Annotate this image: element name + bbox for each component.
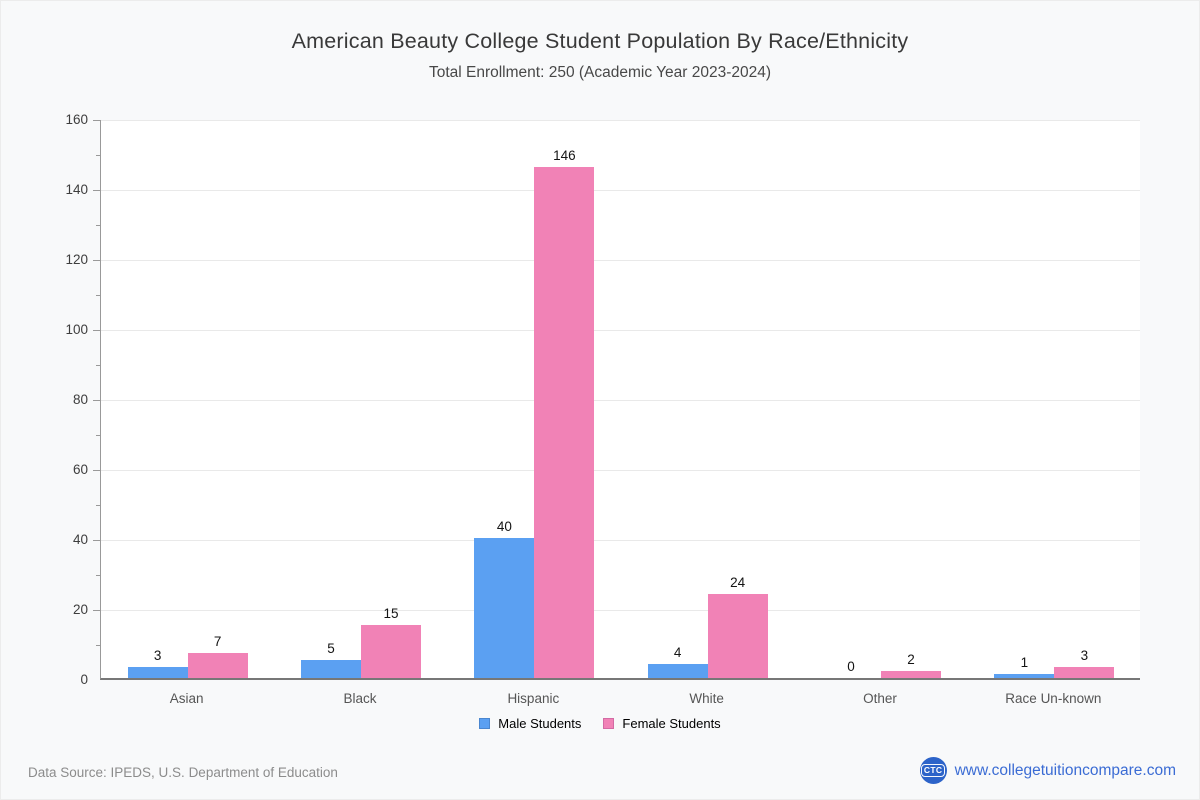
y-axis-label: 0: [80, 672, 88, 687]
gridline: [101, 540, 1140, 541]
x-axis-label-white: White: [689, 691, 724, 706]
legend-item-male-students: Male Students: [479, 716, 581, 731]
website-link[interactable]: CTC www.collegetuitioncompare.com: [919, 757, 1176, 784]
value-label-male-students-white: 4: [673, 645, 682, 660]
y-axis-major-tick: [93, 120, 100, 121]
y-axis-minor-tick: [96, 295, 100, 296]
bar-female-students-other: [881, 671, 941, 678]
value-label-male-students-hispanic: 40: [496, 519, 512, 534]
y-axis-minor-tick: [96, 435, 100, 436]
x-axis-label-race-un-known: Race Un-known: [1005, 691, 1102, 706]
x-axis-label-hispanic: Hispanic: [507, 691, 560, 706]
value-label-female-students-hispanic: 146: [553, 148, 576, 163]
legend-label-female-students: Female Students: [622, 716, 721, 731]
plot-area: 3 7 5 15 40 146 4 24 0 2 1 3: [100, 120, 1140, 680]
bar-male-students-race-un-known: [994, 674, 1055, 678]
ctc-logo-text: CTC: [920, 763, 946, 778]
y-axis-major-tick: [93, 400, 100, 401]
bar-male-students-black: [301, 660, 361, 678]
value-label-male-students-other: 0: [847, 659, 855, 674]
ctc-logo-icon: CTC: [919, 757, 947, 784]
y-axis-label: 20: [72, 602, 88, 617]
gridline: [101, 120, 1140, 121]
value-label-female-students-black: 15: [383, 606, 399, 621]
x-axis-label-black: Black: [343, 691, 377, 706]
y-axis-label: 40: [72, 532, 88, 547]
gridline: [101, 190, 1140, 191]
data-source-note: Data Source: IPEDS, U.S. Department of E…: [28, 765, 338, 780]
y-axis-major-tick: [93, 260, 100, 261]
y-axis-major-tick: [93, 190, 100, 191]
gridline: [101, 260, 1140, 261]
bar-female-students-white: [707, 594, 768, 678]
male-students-swatch-icon: [479, 718, 491, 729]
y-axis-major-tick: [93, 330, 100, 331]
y-axis-label: 60: [72, 462, 88, 477]
y-axis-minor-tick: [96, 225, 100, 226]
gridline: [101, 610, 1140, 611]
bar-male-students-hispanic: [474, 538, 535, 678]
legend-item-female-students: Female Students: [603, 716, 721, 731]
chart-subtitle: Total Enrollment: 250 (Academic Year 202…: [428, 64, 772, 81]
y-axis-label: 160: [65, 112, 88, 127]
value-label-female-students-race-un-known: 3: [1080, 648, 1089, 663]
bar-female-students-black: [361, 625, 421, 678]
y-axis-minor-tick: [96, 575, 100, 576]
value-label-female-students-white: 24: [730, 575, 746, 590]
y-axis-minor-tick: [96, 365, 100, 366]
gridline: [101, 330, 1140, 331]
y-axis-label: 80: [72, 392, 88, 407]
value-label-male-students-black: 5: [327, 641, 335, 656]
bar-female-students-race-un-known: [1054, 667, 1115, 678]
x-axis-label-other: Other: [863, 691, 897, 706]
y-axis-minor-tick: [96, 505, 100, 506]
y-axis-major-tick: [93, 540, 100, 541]
chart-title: American Beauty College Student Populati…: [291, 29, 909, 53]
gridline: [101, 400, 1140, 401]
y-axis-label: 120: [65, 252, 88, 267]
bar-female-students-hispanic: [534, 167, 595, 678]
website-url: www.collegetuitioncompare.com: [954, 761, 1176, 779]
gridline: [101, 470, 1140, 471]
value-label-male-students-asian: 3: [153, 648, 162, 663]
value-label-female-students-asian: 7: [213, 634, 222, 649]
female-students-swatch-icon: [603, 718, 615, 729]
legend: Male Students Female Students: [0, 716, 1200, 731]
bar-female-students-asian: [187, 653, 248, 678]
value-label-male-students-race-un-known: 1: [1020, 655, 1029, 670]
y-axis-minor-tick: [96, 645, 100, 646]
legend-label-male-students: Male Students: [498, 716, 582, 731]
value-label-female-students-other: 2: [907, 652, 915, 667]
bar-male-students-white: [647, 664, 708, 678]
y-axis-label: 100: [65, 322, 88, 337]
x-axis-label-asian: Asian: [169, 691, 204, 706]
bar-male-students-asian: [127, 667, 188, 678]
y-axis-major-tick: [93, 470, 100, 471]
y-axis-major-tick: [93, 610, 100, 611]
y-axis-label: 140: [65, 182, 88, 197]
y-axis-minor-tick: [96, 155, 100, 156]
